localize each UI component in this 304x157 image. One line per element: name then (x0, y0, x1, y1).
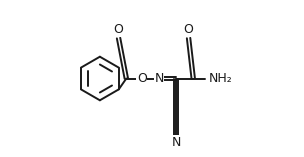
Text: O: O (137, 72, 147, 85)
Text: O: O (114, 23, 123, 36)
Text: N: N (171, 136, 181, 149)
Text: O: O (184, 23, 194, 36)
Text: N: N (154, 72, 164, 85)
Text: NH₂: NH₂ (209, 72, 233, 85)
